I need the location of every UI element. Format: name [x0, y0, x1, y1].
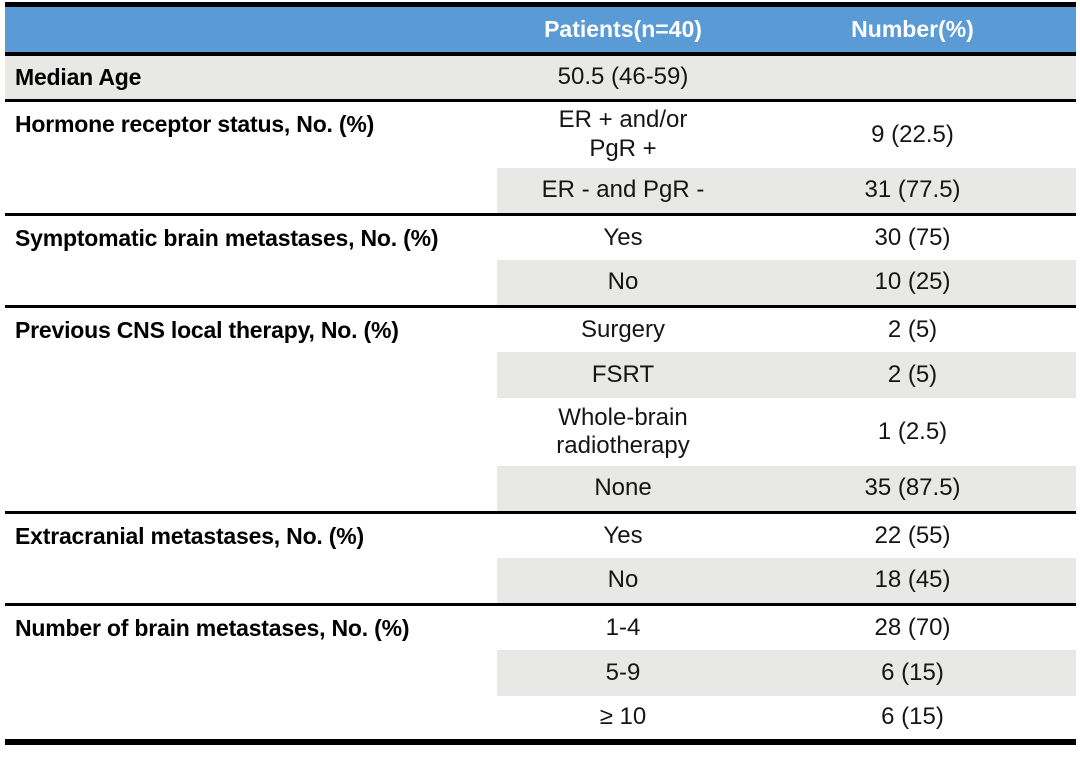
row-group-label: Previous CNS local therapy, No. (%)	[15, 316, 399, 343]
value-cell: 6 (15)	[881, 703, 944, 731]
table-row: Hormone receptor status, No. (%) ER + and…	[5, 100, 1076, 168]
table-row: Extracranial metastases, No. (%) Yes 22 (5…	[5, 512, 1076, 558]
category-cell: ≥ 10	[599, 703, 647, 731]
value-cell: 9 (22.5)	[871, 120, 954, 148]
category-cell: No	[497, 260, 749, 306]
header-row: Patients(n=40) Number(%)	[5, 4, 1076, 56]
table-row: Whole-brain radiotherapy 1 (2.5)	[5, 398, 1076, 466]
section-median-age: Median Age 50.5 (46-59)	[5, 54, 1076, 100]
category-cell: ER - and PgR -	[497, 168, 749, 214]
value-cell: 31 (77.5)	[749, 168, 1076, 214]
header-cell-patients: Patients(n=40)	[497, 4, 749, 56]
table-row: Previous CNS local therapy, No. (%) Surge…	[5, 306, 1076, 352]
category-cell: No	[497, 558, 749, 604]
value-cell: 2 (5)	[749, 352, 1076, 398]
value-cell: 18 (45)	[749, 558, 1076, 604]
data-table: Patients(n=40) Number(%) Median Age 50.5 …	[5, 2, 1076, 745]
table-row: None 35 (87.5)	[5, 466, 1076, 512]
table-row: Symptomatic brain metastases, No. (%) Yes…	[5, 214, 1076, 260]
row-group-label: Hormone receptor status, No. (%)	[15, 110, 375, 137]
value-cell: 30 (75)	[874, 223, 951, 251]
value-cell: 6 (15)	[749, 650, 1076, 696]
row-group-label: Number of brain metastases, No. (%)	[15, 614, 410, 641]
table-row: Median Age 50.5 (46-59)	[5, 54, 1076, 100]
value-cell: 1 (2.5)	[877, 417, 948, 445]
category-cell: FSRT	[497, 352, 749, 398]
table-row: FSRT 2 (5)	[5, 352, 1076, 398]
category-cell: 5-9	[497, 650, 749, 696]
value-cell	[749, 54, 1076, 100]
patient-characteristics-table: Patients(n=40) Number(%) Median Age 50.5 …	[5, 2, 1076, 745]
table-row: No 10 (25)	[5, 260, 1076, 306]
category-cell: Yes	[603, 521, 643, 549]
category-cell: Whole-brain radiotherapy	[556, 403, 690, 459]
value-cell: 10 (25)	[749, 260, 1076, 306]
row-group-label: Median Age	[5, 54, 497, 100]
value-cell: 35 (87.5)	[749, 466, 1076, 512]
section-symptomatic-brain-metastases-no: Symptomatic brain metastases, No. (%) Yes…	[5, 214, 1076, 306]
table-row: ER - and PgR -31 (77.5)	[5, 168, 1076, 214]
value-cell: 28 (70)	[874, 613, 951, 641]
row-group-label: Extracranial metastases, No. (%)	[15, 522, 364, 549]
table-row: 5-9 6 (15)	[5, 650, 1076, 696]
category-cell: Yes	[603, 223, 643, 251]
table-row: No 18 (45)	[5, 558, 1076, 604]
section-number-of-brain-metastases-no: Number of brain metastases, No. (%) 1-4 28…	[5, 604, 1076, 742]
section-hormone-receptor-status-no: Hormone receptor status, No. (%) ER + and…	[5, 100, 1076, 214]
category-cell: ER + and/or PgR +	[558, 106, 688, 162]
section-extracranial-metastases-no: Extracranial metastases, No. (%) Yes 22 (5…	[5, 512, 1076, 604]
category-cell: None	[497, 466, 749, 512]
table-header: Patients(n=40) Number(%)	[5, 4, 1076, 56]
section-previous-cns-local-therapy-no: Previous CNS local therapy, No. (%) Surge…	[5, 306, 1076, 512]
category-cell: Surgery	[580, 315, 666, 343]
row-group-label: Symptomatic brain metastases, No. (%)	[15, 224, 439, 251]
value-cell: 22 (55)	[874, 521, 951, 549]
category-cell: 50.5 (46-59)	[497, 54, 749, 100]
header-cell-number: Number(%)	[749, 4, 1076, 56]
table-row: Number of brain metastases, No. (%) 1-4 28…	[5, 604, 1076, 650]
header-cell-empty	[5, 4, 497, 56]
table-row: ≥ 10 6 (15)	[5, 696, 1076, 742]
category-cell: 1-4	[605, 613, 641, 641]
value-cell: 2 (5)	[887, 315, 938, 343]
